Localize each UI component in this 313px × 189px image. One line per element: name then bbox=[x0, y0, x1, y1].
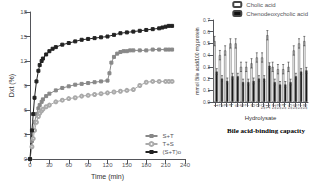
svg-text:17: 17 bbox=[297, 104, 304, 110]
svg-text:5: 5 bbox=[233, 104, 240, 107]
svg-text:180: 180 bbox=[141, 162, 152, 168]
svg-text:8: 8 bbox=[249, 104, 256, 107]
svg-text:Chenodeoxycholic acid: Chenodeoxycholic acid bbox=[246, 11, 308, 17]
svg-text:(S+T)o: (S+T)o bbox=[162, 149, 181, 155]
svg-text:0: 0 bbox=[28, 162, 32, 168]
svg-text:Dxt (%): Dxt (%) bbox=[8, 74, 16, 97]
svg-text:9: 9 bbox=[24, 83, 28, 89]
svg-text:13: 13 bbox=[276, 104, 282, 110]
svg-text:60: 60 bbox=[65, 162, 72, 168]
svg-text:6: 6 bbox=[24, 107, 28, 113]
svg-text:12: 12 bbox=[270, 104, 277, 110]
svg-text:15: 15 bbox=[286, 104, 293, 110]
svg-text:0.7: 0.7 bbox=[203, 17, 210, 23]
svg-text:30: 30 bbox=[46, 162, 53, 168]
svg-text:Cholic acid: Cholic acid bbox=[246, 2, 275, 8]
svg-text:7: 7 bbox=[244, 104, 251, 107]
svg-text:3: 3 bbox=[223, 104, 230, 107]
svg-text:240: 240 bbox=[180, 162, 191, 168]
svg-text:14: 14 bbox=[281, 104, 288, 110]
svg-text:6: 6 bbox=[239, 104, 245, 107]
svg-text:0.3: 0.3 bbox=[203, 64, 210, 70]
svg-text:210: 210 bbox=[161, 162, 172, 168]
svg-text:10: 10 bbox=[260, 104, 267, 110]
svg-text:S+T: S+T bbox=[162, 133, 174, 139]
svg-text:12: 12 bbox=[20, 58, 27, 64]
svg-text:9: 9 bbox=[254, 104, 261, 107]
svg-text:3: 3 bbox=[24, 132, 28, 138]
svg-text:0: 0 bbox=[24, 156, 28, 162]
svg-text:0.4: 0.4 bbox=[203, 52, 210, 58]
svg-text:mmol Bile acid/100 mg protein: mmol Bile acid/100 mg protein bbox=[194, 27, 200, 94]
svg-text:18: 18 bbox=[302, 104, 308, 110]
svg-text:0.1: 0.1 bbox=[203, 87, 210, 93]
svg-text:150: 150 bbox=[122, 162, 133, 168]
svg-text:0.5: 0.5 bbox=[203, 40, 210, 46]
svg-text:T+S: T+S bbox=[162, 141, 173, 147]
svg-text:4: 4 bbox=[228, 104, 235, 107]
svg-text:Hydrolysate: Hydrolysate bbox=[245, 115, 277, 121]
svg-text:11: 11 bbox=[265, 104, 272, 110]
svg-text:0.6: 0.6 bbox=[203, 29, 210, 35]
svg-text:90: 90 bbox=[85, 162, 92, 168]
svg-text:Time (min): Time (min) bbox=[91, 173, 124, 181]
svg-text:15: 15 bbox=[20, 34, 27, 40]
svg-text:1: 1 bbox=[212, 104, 219, 107]
svg-text:16: 16 bbox=[291, 104, 298, 110]
svg-text:0.2: 0.2 bbox=[203, 76, 210, 82]
svg-text:18: 18 bbox=[20, 9, 27, 15]
svg-text:0.0: 0.0 bbox=[203, 99, 210, 105]
svg-text:120: 120 bbox=[102, 162, 113, 168]
svg-text:2: 2 bbox=[217, 104, 224, 107]
svg-text:Bile acid-binding capacity: Bile acid-binding capacity bbox=[227, 127, 305, 135]
